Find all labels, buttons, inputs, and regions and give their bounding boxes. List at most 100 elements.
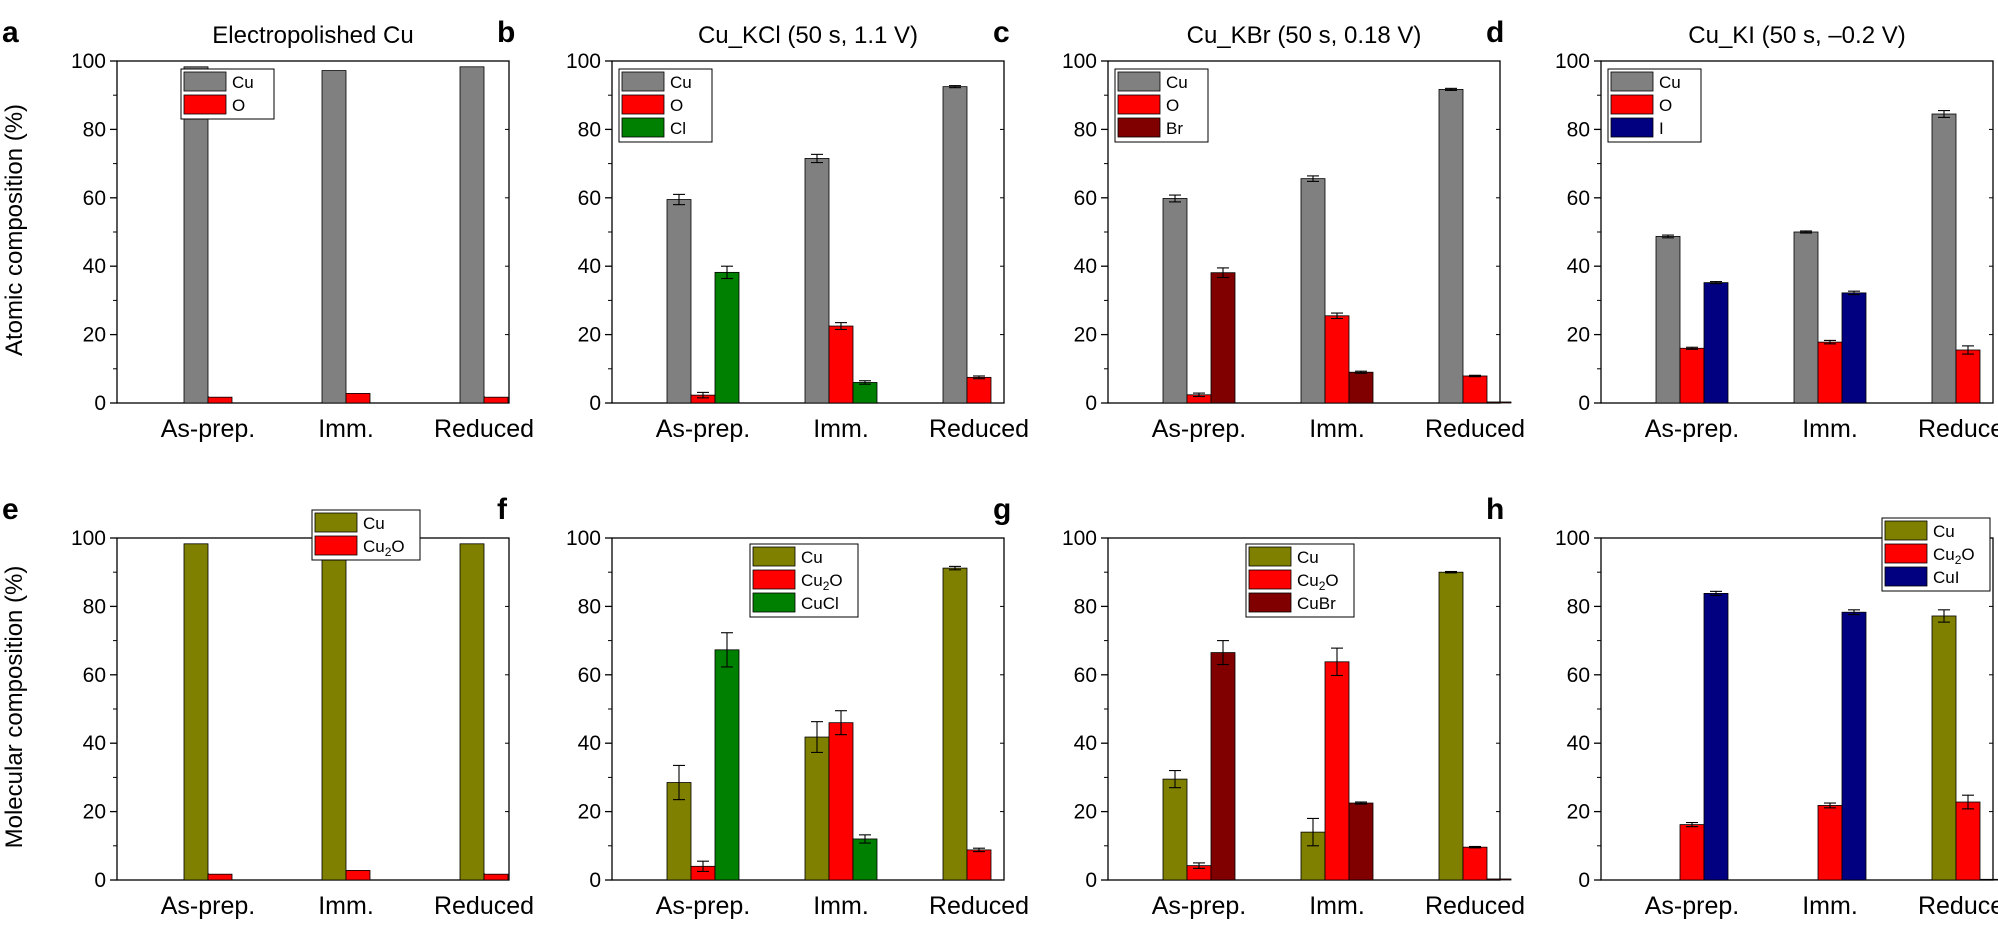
y-axis-label-atomic: Atomic composition (%) [1, 104, 28, 356]
y-tick-label: 40 [578, 732, 601, 755]
y-tick-label: 100 [566, 527, 601, 550]
y-tick-label: 0 [1578, 392, 1590, 415]
y-tick-label: 60 [83, 187, 106, 210]
panel-a: a Electropolished Cu 0 20 40 60 80 100 As-prep. I… [2, 16, 534, 443]
legend-label-part: 2 [1319, 579, 1326, 593]
y-tick-label: 80 [83, 595, 106, 618]
panel-label: c [993, 16, 1010, 49]
y-tick-label: 0 [1085, 869, 1097, 892]
x-category-label: As-prep. [656, 415, 750, 443]
bar-Cu-As-prep. [183, 66, 209, 404]
x-category-label: As-prep. [161, 892, 255, 920]
y-tick-label: 0 [589, 392, 601, 415]
plot-frame [116, 60, 510, 404]
bar-Cu-Reduced [459, 543, 485, 881]
legend-label-part: Cu [801, 571, 823, 590]
legend-swatch-Cu [621, 71, 665, 92]
legend-label-Cu: Cu [801, 548, 823, 567]
y-tick-label: 20 [1074, 324, 1097, 347]
bar-Cu-Reduced [942, 567, 968, 881]
bar-Cu-As-prep. [1162, 778, 1188, 881]
x-category-label: Imm. [813, 892, 869, 920]
bar-Cu2O-Imm. [1817, 805, 1843, 881]
bar-Cu-As-prep. [1162, 198, 1188, 404]
legend-swatch-I [1610, 117, 1654, 138]
legend-label-Br: Br [1166, 119, 1183, 138]
y-tick-label: 80 [578, 118, 601, 141]
y-tick-label: 40 [83, 732, 106, 755]
panel-label: g [993, 493, 1011, 526]
y-tick-label: 80 [578, 595, 601, 618]
y-tick-label: 20 [1074, 801, 1097, 824]
legend-label-Cu: Cu [1166, 73, 1188, 92]
x-category-label: As-prep. [1152, 892, 1246, 920]
bar-CuI-As-prep. [1703, 593, 1729, 881]
legend-swatch-O [183, 94, 227, 115]
legend-label-Cu2O: Cu2O [363, 537, 405, 559]
legend-label-Cu: Cu [1297, 548, 1319, 567]
bar-O-As-prep. [207, 396, 233, 404]
legend-label-part: 2 [823, 579, 830, 593]
panel-label: d [1486, 16, 1504, 49]
legend-label-O: O [232, 96, 245, 115]
plot-frame [116, 537, 510, 881]
panel-c: c Cu_KBr (50 s, 0.18 V) 0 20 40 60 80 100 As-pre… [993, 16, 1525, 443]
y-tick-label: 40 [1567, 732, 1590, 755]
y-tick-label: 80 [83, 118, 106, 141]
y-tick-label: 100 [1062, 527, 1097, 550]
y-tick-label: 60 [1567, 187, 1590, 210]
bar-Cu-Reduced [942, 86, 968, 404]
legend-label-Cu2O: Cu2O [1297, 571, 1339, 593]
y-tick-label: 60 [1074, 664, 1097, 687]
panel-label: b [497, 16, 515, 49]
panel-title: Cu_KI (50 s, –0.2 V) [1688, 22, 1905, 49]
y-tick-label: 0 [94, 392, 106, 415]
legend-label-part: I [1659, 119, 1664, 138]
bar-Cu-As-prep. [666, 199, 692, 404]
y-tick-label: 100 [1555, 50, 1590, 73]
bar-CuBr-Reduced [1486, 878, 1512, 881]
bar-Cu2O-Reduced [1462, 846, 1488, 881]
x-category-label: As-prep. [161, 415, 255, 443]
y-tick-label: 40 [1567, 255, 1590, 278]
y-tick-label: 60 [1074, 187, 1097, 210]
y-tick-label: 60 [578, 187, 601, 210]
legend-swatch-Cu [1117, 71, 1161, 92]
y-tick-label: 20 [83, 801, 106, 824]
legend-swatch-Cu2O [752, 569, 796, 590]
legend-label-Cl: Cl [670, 119, 686, 138]
legend-label-part: Cu [1166, 73, 1188, 92]
y-tick-label: 100 [1555, 527, 1590, 550]
bar-Cu-Reduced [459, 66, 485, 404]
bar-CuI-Imm. [1841, 611, 1867, 881]
y-axis-label-molecular: Molecular composition (%) [1, 566, 28, 849]
legend-label-part: CuBr [1297, 594, 1336, 613]
legend-label-part: CuCl [801, 594, 839, 613]
legend-label-Cu: Cu [1659, 73, 1681, 92]
legend-swatch-Br [1117, 117, 1161, 138]
legend-swatch-Cu2O [1884, 543, 1928, 564]
legend-swatch-Cu [752, 546, 796, 567]
x-category-label: Reduced [1918, 892, 1998, 920]
bar-Cu-Imm. [1300, 831, 1326, 881]
bar-Cu-Reduced [1931, 113, 1957, 404]
panel-label: a [2, 16, 19, 49]
bar-Cu2O-Imm. [1324, 661, 1350, 881]
bar-Cu2O-Reduced [1955, 801, 1981, 881]
bar-Cu2O-Imm. [828, 722, 854, 881]
legend-label-part: O [670, 96, 683, 115]
legend-label-part: O [1961, 545, 1974, 564]
legend-swatch-Cu2O [1248, 569, 1292, 590]
bar-Cl-Imm. [852, 382, 878, 404]
bar-I-As-prep. [1703, 282, 1729, 404]
legend-label-Cu2O: Cu2O [801, 571, 843, 593]
legend-label-O: O [670, 96, 683, 115]
legend-label-Cu: Cu [232, 73, 254, 92]
legend-swatch-CuI [1884, 566, 1928, 587]
y-tick-label: 20 [578, 324, 601, 347]
legend-swatch-CuCl [752, 592, 796, 613]
legend-label-part: Cu [232, 73, 254, 92]
